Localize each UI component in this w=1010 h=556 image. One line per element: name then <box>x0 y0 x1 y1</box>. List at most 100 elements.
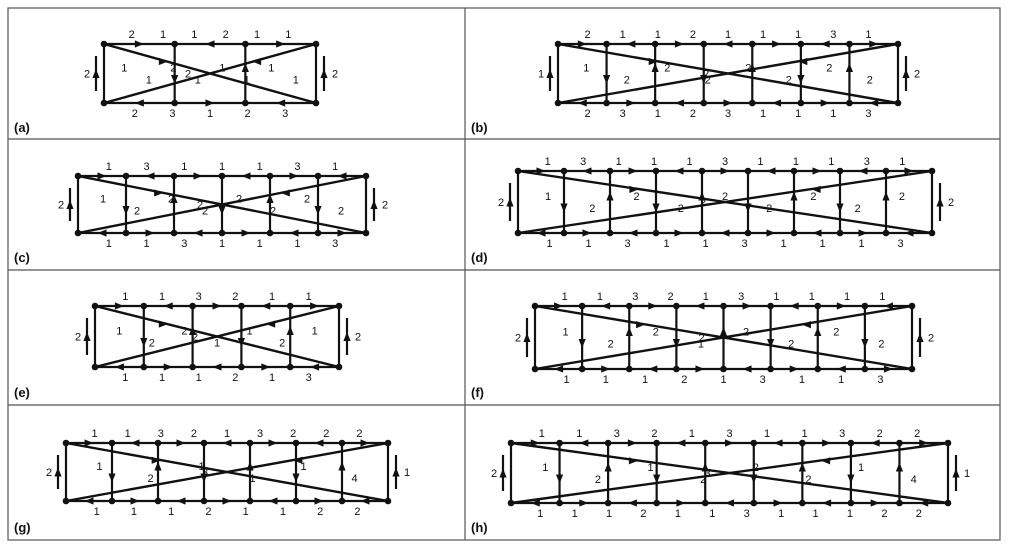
bottom-rail-arrow <box>360 497 370 505</box>
vertex-node <box>189 302 196 310</box>
vertex-node <box>673 302 680 310</box>
diagonal-arrow <box>811 185 821 193</box>
vertex-node <box>720 302 727 310</box>
top-weight-label: 3 <box>738 291 744 303</box>
bottom-weight-label: 1 <box>131 506 137 518</box>
vertex-node <box>238 363 245 371</box>
rung-weight-label: 2 <box>149 338 155 350</box>
top-rail-arrow <box>530 439 540 447</box>
bottom-rail-arrow <box>676 499 686 507</box>
top-weight-label: 1 <box>224 428 230 440</box>
bottom-rail-arrow <box>130 497 140 505</box>
rung-arrow <box>861 339 869 348</box>
rung-weight-label: 1 <box>542 462 548 474</box>
rung-arrow <box>266 194 274 203</box>
bottom-rail-arrow <box>648 365 658 373</box>
rung-weight-label: 4 <box>911 474 917 486</box>
top-weight-label: 1 <box>689 428 695 440</box>
top-rail-arrow <box>212 302 222 310</box>
bottom-weight-label: 1 <box>812 508 818 520</box>
top-rail-arrow <box>193 172 203 180</box>
vertex-node <box>861 302 869 310</box>
diagonal-arrow <box>158 57 168 66</box>
top-weight-label: 3 <box>196 291 202 303</box>
rung-arrow <box>719 327 728 336</box>
top-weight-label: 3 <box>294 161 300 173</box>
vertex-node <box>896 439 903 447</box>
bottom-weight-label: 3 <box>169 108 175 120</box>
diagonal-up <box>103 42 317 105</box>
bottom-weight-label: 1 <box>280 506 286 518</box>
top-rail-arrow <box>883 302 893 310</box>
top-weight-label: 3 <box>839 428 845 440</box>
vertex-node <box>698 229 706 237</box>
top-rail-arrow <box>579 439 589 447</box>
top-rail-arrow <box>289 172 299 180</box>
vertex-node <box>170 229 178 237</box>
vertex-node <box>652 167 660 175</box>
rung-arrow <box>814 327 822 336</box>
rung-weight-label: 2 <box>833 327 839 339</box>
rung-weight-label: 2 <box>805 474 811 486</box>
top-rail-arrow <box>314 439 324 447</box>
bottom-rail-arrow <box>919 499 929 507</box>
bottom-rail-arrow <box>858 229 868 237</box>
top-weight-label: 1 <box>181 161 187 173</box>
rung-weight-label: 2 <box>236 194 242 206</box>
rung-weight-label: 2 <box>788 339 794 351</box>
panel-label: (f) <box>471 385 484 400</box>
bottom-weight-label: 2 <box>681 374 687 386</box>
bottom-weight-label: 1 <box>720 374 726 386</box>
top-weight-label: 1 <box>795 29 801 41</box>
bottom-weight-label: 1 <box>702 238 708 250</box>
rung-arrow <box>798 462 806 472</box>
top-rail-arrow <box>626 40 636 48</box>
vertex-node <box>556 499 563 507</box>
bottom-weight-label: 1 <box>830 108 836 120</box>
top-weight-label: 3 <box>580 156 586 168</box>
rung-weight-label: 1 <box>312 326 318 338</box>
vertex-node <box>314 229 322 237</box>
vertex-node <box>122 229 130 237</box>
left-weight-label: 2 <box>84 69 90 81</box>
vertex-node <box>651 99 659 107</box>
rung-arrow <box>602 75 611 84</box>
vertex-node <box>507 499 515 507</box>
rung-arrow <box>338 461 346 471</box>
top-weight-label: 1 <box>576 428 582 440</box>
bottom-rail-arrow <box>627 499 637 507</box>
right-weight-label: 1 <box>964 468 970 480</box>
bottom-weight-label: 2 <box>354 506 360 518</box>
vertex-node <box>720 365 727 373</box>
bottom-weight-label: 1 <box>144 238 150 250</box>
bottom-weight-label: 1 <box>709 508 715 520</box>
vertex-node <box>836 167 844 175</box>
vertex-node <box>335 302 343 310</box>
bottom-rail-arrow <box>695 365 705 373</box>
bottom-rail-arrow <box>212 363 222 371</box>
top-rail-arrow <box>742 302 752 310</box>
rung-arrow <box>171 75 179 84</box>
vertex-node <box>698 167 706 175</box>
diagonal-arrow <box>154 189 164 197</box>
top-weight-label: 1 <box>91 428 97 440</box>
bottom-weight-label: 1 <box>572 508 578 520</box>
rung-weight-label: 1 <box>198 461 204 473</box>
vertex-node <box>218 229 226 237</box>
top-weight-label: 2 <box>232 291 238 303</box>
top-weight-label: 2 <box>690 29 696 41</box>
rung-arrow <box>292 473 300 483</box>
rung-weight-label: 2 <box>589 203 595 215</box>
vertex-node <box>847 439 855 447</box>
top-rail-arrow <box>904 167 914 175</box>
bottom-weight-label: 2 <box>132 108 138 120</box>
right-weight-label: 2 <box>948 197 954 209</box>
top-rail-arrow <box>337 172 347 180</box>
cross-weight-label: 2 <box>185 69 191 81</box>
vertex-node <box>896 499 903 507</box>
rung-arrow <box>218 206 226 215</box>
top-weight-label: 1 <box>879 291 885 303</box>
vertex-node <box>603 99 610 107</box>
bottom-weight-label: 1 <box>257 238 263 250</box>
top-weight-label: 1 <box>306 291 312 303</box>
